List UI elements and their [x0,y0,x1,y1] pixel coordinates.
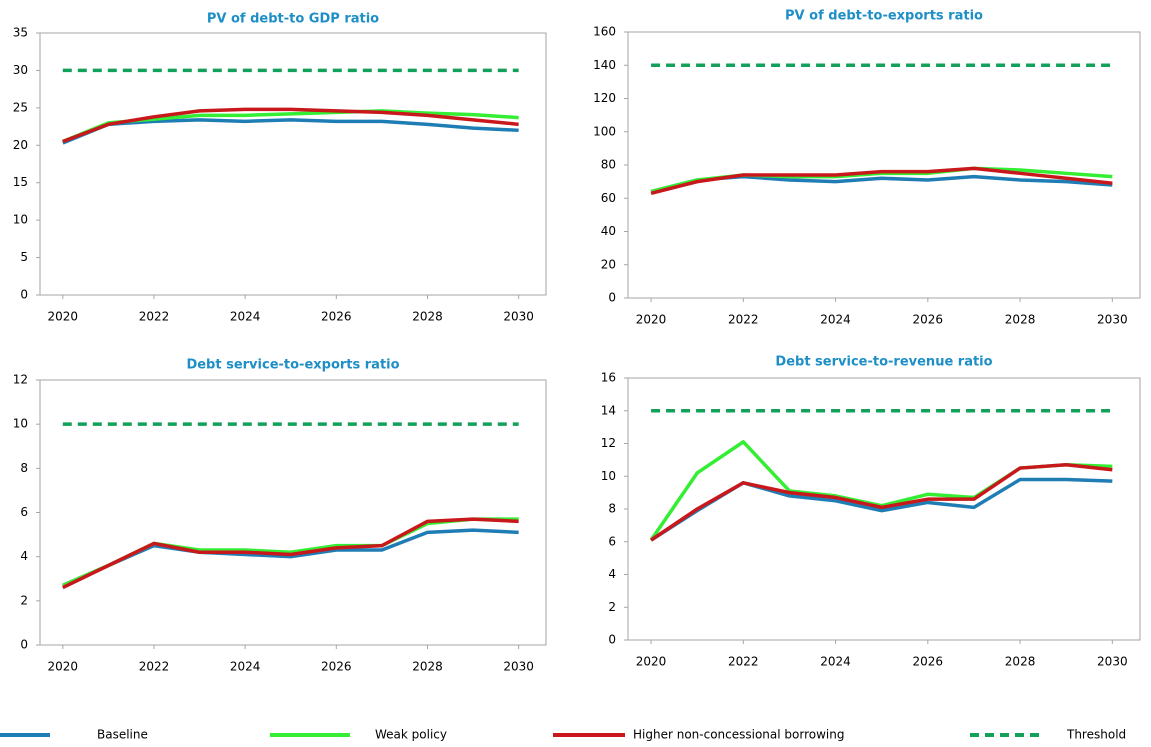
y-tick-label: 10 [13,213,28,227]
x-tick-label: 2024 [230,660,261,674]
plot-frame [39,32,547,296]
chart-title: PV of debt-to-exports ratio [785,9,983,24]
legend-label: Weak policy [375,728,447,742]
x-tick-label: 2022 [139,660,170,674]
x-tick-label: 2030 [1097,655,1128,669]
y-tick-label: 16 [601,371,616,385]
x-tick-label: 2024 [820,313,851,327]
y-tick-label: 0 [608,291,616,305]
x-tick-label: 2030 [503,310,534,324]
y-tick-label: 4 [608,567,616,581]
x-tick-label: 2020 [636,655,667,669]
legend-label: Threshold [1066,728,1126,742]
chart-title: Debt service-to-exports ratio [186,358,399,373]
x-tick-label: 2028 [1005,313,1036,327]
x-tick-label: 2020 [48,310,79,324]
series-line [62,528,519,587]
y-tick-label: 80 [601,158,616,172]
y-tick-label: 5 [20,250,28,264]
y-tick-label: 0 [20,288,28,302]
y-tick-label: 15 [13,175,28,189]
x-tick-label: 2028 [412,660,443,674]
y-tick-label: 100 [593,124,616,138]
y-tick-label: 14 [601,403,616,417]
legend-label: Baseline [97,728,148,742]
series-line [650,463,1113,542]
y-tick-label: 0 [20,638,28,652]
y-tick-label: 20 [13,138,28,152]
y-tick-label: 60 [601,191,616,205]
x-tick-label: 2020 [636,313,667,327]
series-line [62,107,519,144]
x-tick-label: 2020 [48,660,79,674]
y-tick-label: 0 [608,633,616,647]
y-tick-label: 4 [20,549,28,563]
legend-label: Higher non-concessional borrowing [633,728,844,742]
plot-frame [627,31,1141,299]
plot-frame [39,379,547,646]
x-tick-label: 2022 [139,310,170,324]
y-tick-label: 12 [601,436,616,450]
x-tick-label: 2030 [503,660,534,674]
x-tick-label: 2028 [412,310,443,324]
x-tick-label: 2028 [1005,655,1036,669]
y-tick-label: 8 [20,461,28,475]
x-tick-label: 2022 [728,313,759,327]
y-tick-label: 40 [601,224,616,238]
y-tick-label: 2 [20,593,28,607]
y-tick-label: 8 [608,502,616,516]
y-tick-label: 120 [593,91,616,105]
series-line [650,166,1113,195]
x-tick-label: 2024 [820,655,851,669]
chart-title: Debt service-to-revenue ratio [775,355,992,370]
x-tick-label: 2026 [321,660,352,674]
x-tick-label: 2026 [321,310,352,324]
y-tick-label: 20 [601,257,616,271]
series-line [62,517,519,587]
y-tick-label: 35 [13,26,28,40]
x-tick-label: 2022 [728,655,759,669]
x-tick-label: 2026 [913,655,944,669]
y-tick-label: 12 [13,373,28,387]
series-line [649,440,1113,542]
y-tick-label: 160 [593,25,616,39]
chart-title: PV of debt-to GDP ratio [207,12,379,27]
x-tick-label: 2026 [913,313,944,327]
y-tick-label: 10 [601,469,616,483]
y-tick-label: 10 [13,417,28,431]
y-tick-label: 25 [13,100,28,114]
series-line [650,477,1113,542]
series-line [62,118,519,145]
x-tick-label: 2024 [230,310,261,324]
x-tick-label: 2030 [1097,313,1128,327]
y-tick-label: 6 [608,534,616,548]
y-tick-label: 30 [13,63,28,77]
y-tick-label: 6 [20,505,28,519]
y-tick-label: 2 [608,600,616,614]
y-tick-label: 140 [593,58,616,72]
series-line [62,517,519,590]
